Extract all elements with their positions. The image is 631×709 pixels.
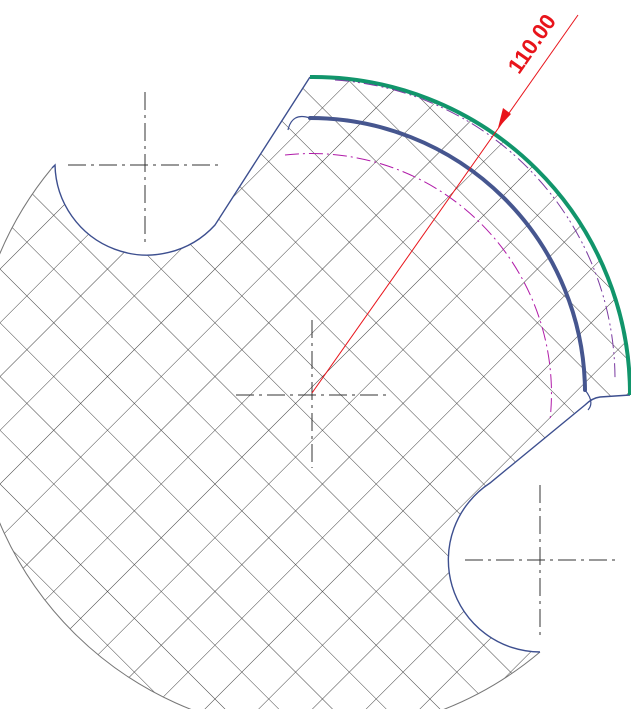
outer-arc <box>0 167 541 709</box>
blue-arc-ends <box>287 115 592 411</box>
outline <box>51 76 311 256</box>
dimension-line <box>311 14 579 394</box>
construction-arc <box>284 153 552 421</box>
construction-arc <box>334 79 616 381</box>
green-arc <box>309 74 631 396</box>
blue-arc <box>308 116 587 392</box>
hatched-section <box>0 76 631 709</box>
outline <box>447 394 631 653</box>
center-lines <box>68 92 616 638</box>
dimension-label: 110.00 <box>503 9 561 77</box>
dimension-arrow <box>498 108 511 128</box>
